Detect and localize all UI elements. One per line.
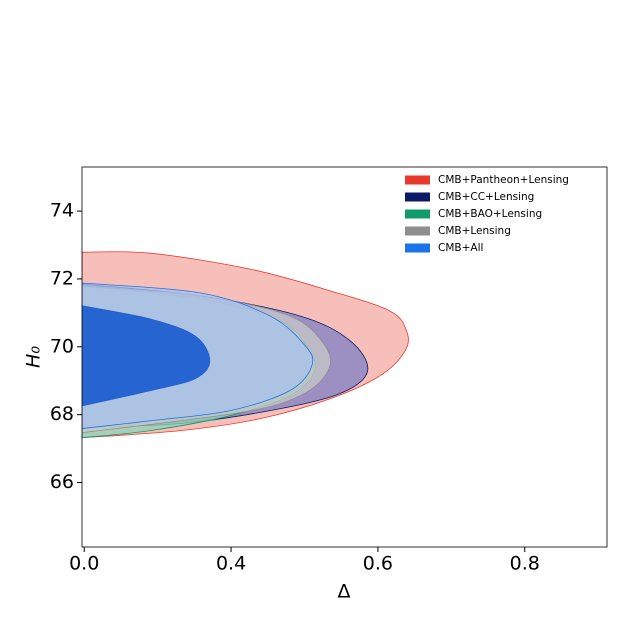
inner-contour xyxy=(82,305,211,407)
legend-label: CMB+Pantheon+Lensing xyxy=(438,174,569,186)
y-tick-label: 68 xyxy=(50,403,74,425)
x-axis-label: Δ xyxy=(338,581,351,603)
plot-frame xyxy=(81,166,608,548)
plot xyxy=(82,251,409,439)
legend-label: CMB+All xyxy=(438,242,483,254)
legend-swatch xyxy=(405,226,430,236)
legend-label: CMB+BAO+Lensing xyxy=(438,208,542,220)
legend-swatch xyxy=(405,192,430,202)
y-tick-label: 74 xyxy=(50,200,74,222)
x-tick-label: 0.0 xyxy=(69,553,99,575)
y-tick-label: 70 xyxy=(50,335,74,357)
legend-label: CMB+CC+Lensing xyxy=(438,191,534,203)
y-tick-label: 66 xyxy=(50,471,74,493)
x-tick-label: 0.8 xyxy=(510,553,540,575)
legend-swatch xyxy=(405,243,430,253)
legend-swatch xyxy=(405,175,430,185)
x-tick-label: 0.4 xyxy=(216,553,246,575)
legend-label: CMB+Lensing xyxy=(438,225,511,237)
y-tick-label: 72 xyxy=(50,267,74,289)
legend-swatch xyxy=(405,209,430,219)
y-axis-label: H₀ xyxy=(23,346,45,368)
x-tick-label: 0.6 xyxy=(363,553,393,575)
